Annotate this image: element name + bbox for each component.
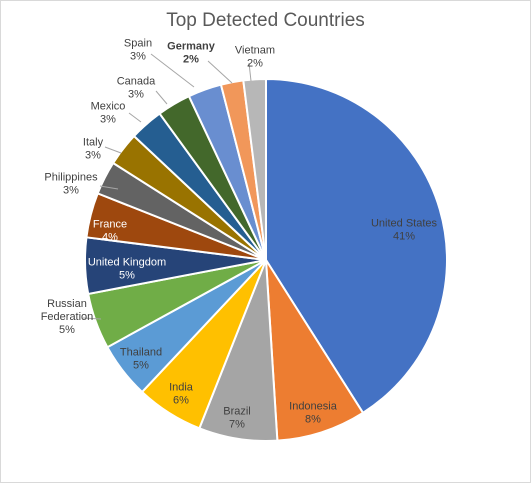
- slice-label: Spain 3%: [124, 38, 152, 63]
- slice-percent: 3%: [63, 185, 79, 197]
- slice-name: India: [169, 382, 194, 394]
- slice-name: France: [93, 219, 127, 231]
- leader-line: [150, 53, 195, 88]
- pie-slices: [84, 77, 448, 442]
- slice-label: United States 41%: [371, 218, 438, 243]
- slice-percent: 5%: [59, 324, 75, 336]
- slice-percent: 2%: [247, 58, 263, 70]
- slice-percent: 7%: [229, 419, 245, 431]
- slice-name: Thailand: [120, 347, 162, 359]
- slice-name: United Kingdom: [88, 257, 166, 269]
- leader-lines: [82, 53, 252, 320]
- slice-label: India 6%: [169, 382, 194, 407]
- pie-slice-united-states: [265, 77, 448, 415]
- leader-line: [104, 146, 122, 154]
- slice-label: Indonesia 8%: [289, 401, 338, 426]
- slice-name: Italy: [83, 137, 104, 149]
- slice-percent: 8%: [305, 414, 321, 426]
- leader-line: [99, 185, 119, 190]
- slice-percent: 4%: [102, 232, 118, 244]
- slice-label: Italy 3%: [83, 137, 104, 162]
- slice-name: Germany: [167, 41, 216, 53]
- slice-name: Indonesia: [289, 401, 338, 413]
- slice-labels: United States 41% Indonesia 8% Brazil 7% India…: [41, 38, 438, 431]
- leader-line: [248, 62, 252, 82]
- slice-name: Brazil: [223, 406, 251, 418]
- slice-label: United Kingdom 5%: [88, 257, 166, 282]
- slice-name: United States: [371, 218, 438, 230]
- leader-line: [128, 112, 142, 123]
- slice-label: Philippines 3%: [44, 172, 98, 197]
- chart-title: Top Detected Countries: [166, 10, 365, 31]
- leader-line: [155, 90, 168, 105]
- slice-name: Russian: [47, 298, 87, 310]
- slice-name: Federation: [41, 311, 94, 323]
- pie-slice-indonesia: [265, 259, 365, 442]
- slice-label: Canada 3%: [117, 76, 156, 101]
- slice-percent: 3%: [100, 114, 116, 126]
- slice-percent: 6%: [173, 395, 189, 407]
- slice-name: Mexico: [91, 101, 126, 113]
- slice-label: Mexico 3%: [91, 101, 126, 126]
- slice-label: France 4%: [93, 219, 127, 244]
- leader-line: [207, 60, 233, 84]
- slice-label: Germany 2%: [167, 41, 216, 66]
- pie-slice-vietnam: [242, 77, 267, 261]
- slice-percent: 3%: [128, 89, 144, 101]
- slice-name: Philippines: [44, 172, 98, 184]
- leader-line: [82, 317, 102, 320]
- slice-percent: 5%: [119, 270, 135, 282]
- slice-label: Thailand 5%: [120, 347, 162, 372]
- slice-name: Spain: [124, 38, 152, 50]
- slice-label: Vietnam 2%: [235, 45, 275, 70]
- slice-name: Vietnam: [235, 45, 275, 57]
- slice-label: Russian Federation 5%: [41, 298, 94, 336]
- slice-percent: 3%: [130, 51, 146, 63]
- slice-percent: 2%: [183, 54, 199, 66]
- slice-name: Canada: [117, 76, 156, 88]
- slice-percent: 3%: [85, 150, 101, 162]
- slice-percent: 5%: [133, 360, 149, 372]
- slice-percent: 41%: [393, 231, 415, 243]
- slice-label: Brazil 7%: [223, 406, 251, 431]
